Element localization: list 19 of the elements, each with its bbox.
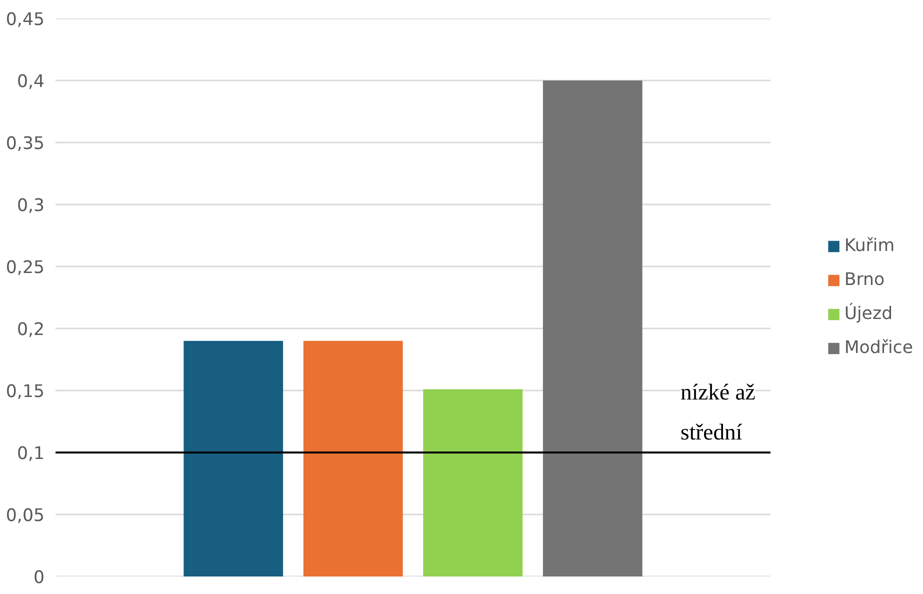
y-tick-label: 0,45 bbox=[6, 10, 45, 30]
legend-label: Brno bbox=[844, 270, 885, 290]
y-tick-label: 0,3 bbox=[16, 196, 45, 216]
y-tick-label: 0,25 bbox=[6, 258, 45, 278]
legend-label: Kuřim bbox=[844, 236, 895, 256]
bar bbox=[423, 389, 523, 576]
bar bbox=[303, 340, 403, 576]
y-tick-label: 0,1 bbox=[16, 444, 45, 464]
y-tick-label: 0,15 bbox=[6, 382, 45, 402]
bar bbox=[184, 340, 284, 576]
y-tick-label: 0 bbox=[33, 568, 45, 588]
legend-label: Újezd bbox=[844, 304, 893, 324]
bar bbox=[542, 80, 642, 576]
y-tick-label: 0,05 bbox=[6, 506, 45, 526]
y-tick-label: 0,2 bbox=[16, 320, 45, 340]
ref-line-label: nízké až střední bbox=[680, 380, 756, 444]
y-tick-label: 0,4 bbox=[16, 72, 45, 92]
y-tick-label: 0,35 bbox=[6, 134, 45, 154]
legend-label: Modřice bbox=[844, 338, 913, 358]
